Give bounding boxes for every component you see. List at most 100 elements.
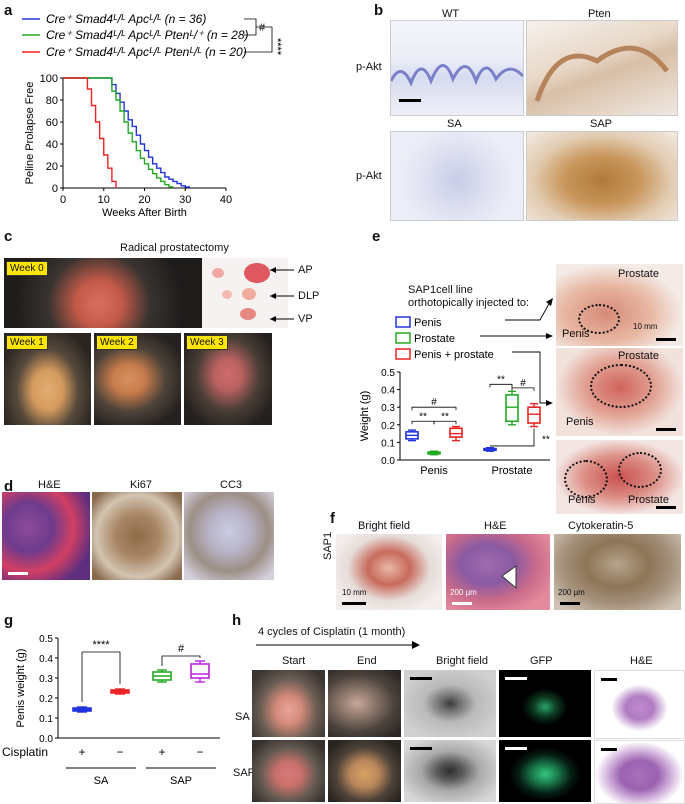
d-label-cc3: CC3 — [220, 479, 243, 491]
y-tick-label: 0.2 — [39, 694, 53, 705]
label-pten: Pten — [588, 8, 611, 20]
ihc-pten-image — [526, 20, 678, 116]
label-sap: SAP — [590, 118, 613, 130]
category-label: Penis — [420, 465, 448, 477]
d-label-ki67: Ki67 — [130, 479, 153, 491]
label-sa: SA — [447, 118, 462, 130]
sig-penis-3 — [411, 406, 457, 411]
survival-line-1 — [63, 77, 174, 188]
e-intro: SAP1cell line orthotopically injected to… — [408, 284, 530, 309]
weight-boxplot: 0.0 0.1 0.2 0.3 0.4 0.5 Weight (g) Penis Prostat… — [359, 368, 550, 477]
e-scale-text: 10 mm — [633, 322, 658, 331]
panel-label-g: g — [4, 612, 14, 629]
sig-bracket-sa — [81, 651, 121, 702]
legend-prostate: Prostate — [414, 333, 455, 345]
box — [505, 394, 519, 423]
y-tick-label: 0.5 — [381, 368, 395, 379]
histology-he — [2, 492, 90, 580]
sig-penis-3-label: # — [431, 397, 437, 408]
week0-label: Week 0 — [6, 261, 48, 276]
h-sap-end-photo — [328, 740, 401, 802]
scale-bar — [656, 338, 676, 341]
sig-prostate-2-label: # — [520, 378, 526, 389]
h-sa-end-photo — [328, 670, 401, 737]
arrow-both — [512, 351, 548, 404]
row-label-pakt-1: p-Akt — [356, 61, 382, 73]
sig-bracket-sap — [161, 655, 201, 666]
c-title: Radical prostatectomy — [120, 242, 229, 254]
y-tick-label: 0.3 — [39, 674, 53, 685]
box — [449, 427, 463, 438]
f-scale-3: 200 µm — [558, 588, 585, 597]
panel-a-chart: Cre⁺ Smad4ᴸ/ᴸ Apcᴸ/ᴸ (n = 36) Cre⁺ Smad4… — [22, 12, 283, 219]
f-label-ck5: Cytokeratin-5 — [568, 520, 634, 532]
h-sa-start-photo — [252, 670, 325, 737]
scale-bar — [505, 677, 527, 680]
sig-prostate-3-label: ** — [542, 434, 550, 445]
legend-text-3: Cre⁺ Smad4ᴸ/ᴸ Apcᴸ/ᴸ Ptenᴸ/ᴸ (n = 20) — [46, 45, 247, 59]
histology-ki67 — [92, 492, 182, 580]
panel-label-c: c — [4, 228, 13, 245]
ihc-sap-image — [526, 131, 678, 221]
y-tick-label: 0.4 — [381, 386, 395, 397]
week1-label: Week 1 — [6, 335, 48, 350]
e-label-prostate-3: Prostate — [628, 494, 669, 506]
label-wt: WT — [442, 8, 460, 20]
penis-weight-boxplot: 0.0 0.1 0.2 0.3 0.4 0.5 Penis weight (g) + − + − Ci… — [2, 634, 220, 787]
sig-prostate-1 — [489, 383, 513, 388]
sig-penis-2 — [433, 420, 457, 425]
cisplatin-sign: − — [116, 745, 123, 759]
d-label-he: H&E — [38, 479, 61, 491]
y-axis-label: Weight (g) — [359, 391, 371, 442]
group-label-sap: SAP — [170, 775, 192, 787]
e-label-penis-2: Penis — [566, 416, 594, 428]
legend-text-2: Cre⁺ Smad4ᴸ/ᴸ Apcᴸ/ᴸ Ptenᴸ/⁺ (n = 28) — [46, 28, 249, 42]
h-label-he: H&E — [630, 655, 653, 667]
h-sa-gfp — [499, 670, 591, 737]
h-sap-brightfield — [404, 740, 496, 802]
box — [527, 406, 541, 424]
bracket-2 — [244, 26, 273, 53]
histology-cc3 — [184, 492, 274, 580]
y-tick-label: 0.0 — [39, 734, 53, 745]
legend-box-penis — [395, 316, 411, 328]
x-tick-label: 40 — [220, 194, 232, 206]
survival-plot: 0 20 40 60 80 100 0 10 20 30 40 Weeks After Birth Pe… — [24, 73, 232, 219]
x-tick-label: 30 — [179, 194, 191, 206]
y-tick-label: 0 — [52, 183, 58, 195]
y-tick-label: 0.1 — [39, 714, 53, 725]
sig-label-sap: # — [178, 643, 185, 655]
sig-penis-2-label: ** — [441, 411, 449, 422]
f-row-label: SAP1 — [322, 531, 334, 560]
week2-label: Week 2 — [96, 335, 138, 350]
cisplatin-sign: + — [158, 745, 165, 759]
outline-penis-2 — [564, 460, 608, 498]
y-tick-label: 0.1 — [381, 438, 395, 449]
photo-e-both — [556, 440, 683, 514]
scale-bar — [656, 506, 676, 509]
arrowhead-icon — [501, 565, 517, 590]
y-tick-label: 80 — [46, 95, 58, 107]
cisplatin-label: Cisplatin — [2, 745, 48, 759]
e-label-prostate-1: Prostate — [618, 268, 659, 280]
h-sa-brightfield — [404, 670, 496, 737]
panel-label-h: h — [232, 612, 242, 629]
f-ck5-image: 200 µm — [554, 534, 681, 610]
y-tick-label: 60 — [46, 117, 58, 129]
h-sa-he — [594, 670, 685, 739]
row-label-pakt-2: p-Akt — [356, 170, 382, 182]
ihc-wt-image — [390, 20, 524, 116]
legend-text-1: Cre⁺ Smad4ᴸ/ᴸ Apcᴸ/ᴸ (n = 36) — [46, 12, 206, 26]
photo-e-penis — [556, 264, 683, 346]
c-arrows — [270, 267, 294, 322]
e-label-penis-3: Penis — [568, 494, 596, 506]
ihc-sa-image — [390, 131, 524, 221]
group-label-sa: SA — [94, 775, 109, 787]
f-scale-1: 10 mm — [342, 588, 367, 597]
scale-bar — [560, 602, 580, 605]
h-sap-gfp — [499, 740, 591, 802]
legend-penis: Penis — [414, 317, 442, 329]
scale-bar — [410, 677, 432, 680]
sig-prostate-1-label: ** — [497, 374, 505, 385]
h-row-sap: SAP — [233, 767, 256, 779]
